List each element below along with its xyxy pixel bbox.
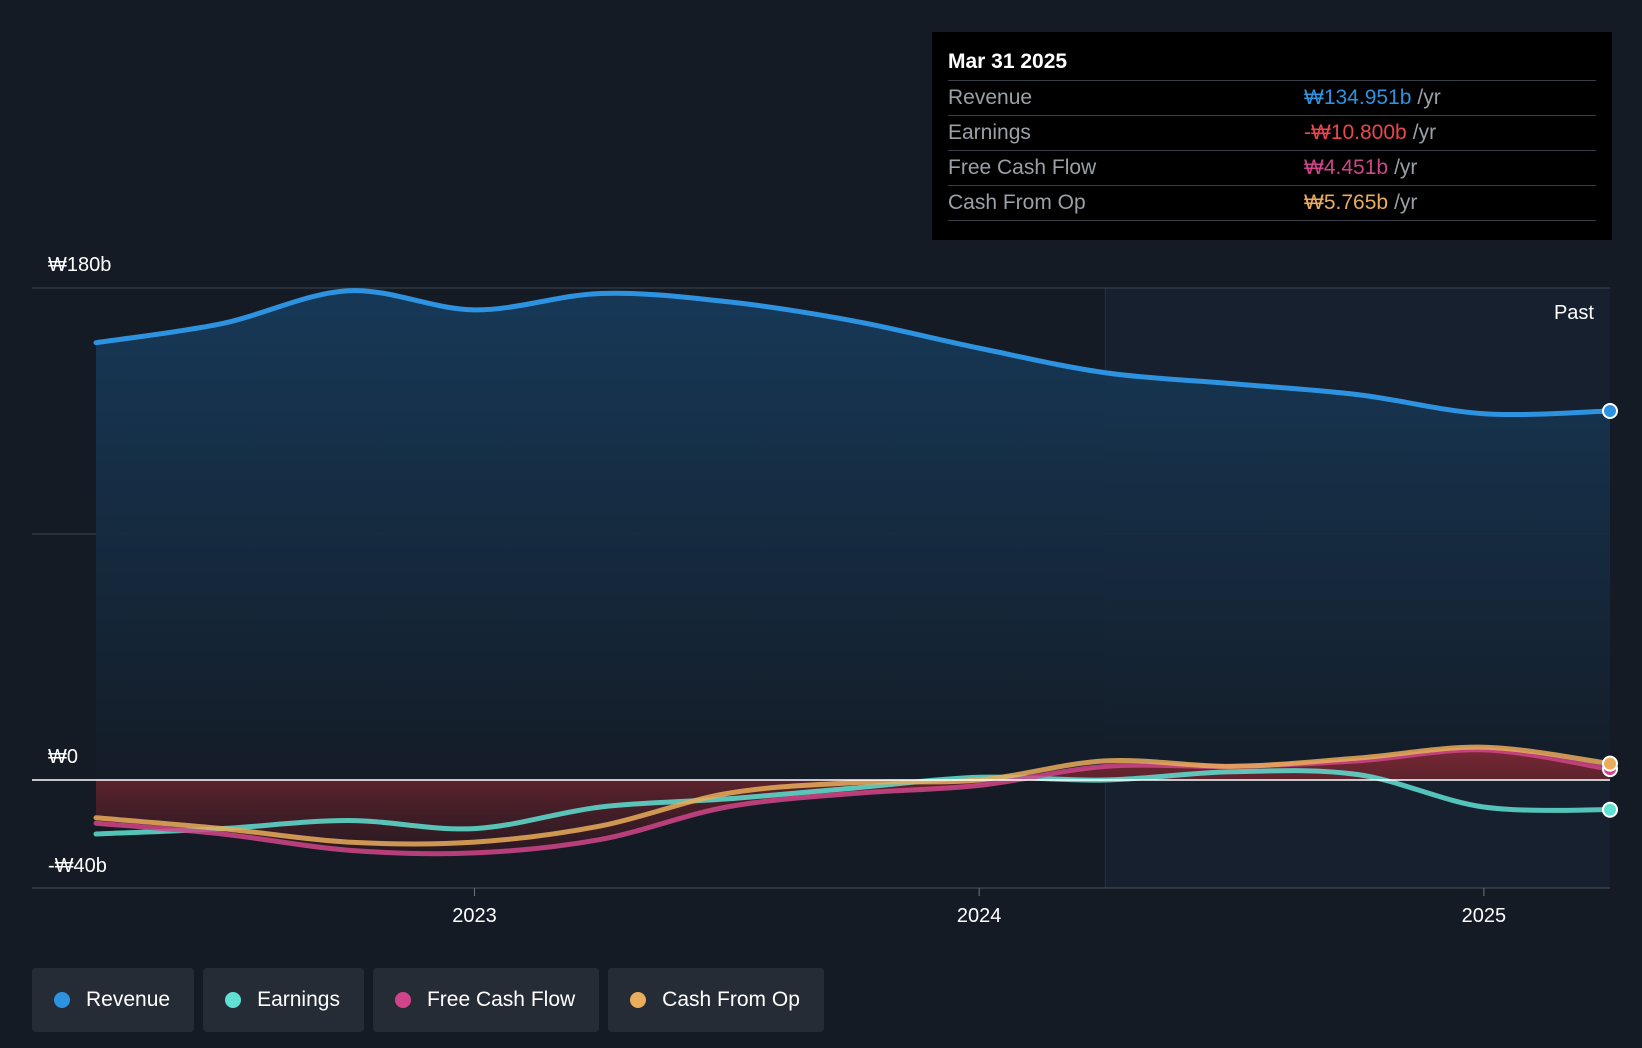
end-point-revenue [1602, 403, 1618, 419]
tooltip-value: ₩5.765b [1304, 191, 1389, 214]
legend-item-free-cash-flow[interactable]: Free Cash Flow [372, 968, 600, 1032]
tooltip-row-revenue: Revenue ₩134.951b /yr [948, 80, 1596, 115]
tooltip-date: Mar 31 2025 [948, 50, 1068, 73]
tooltip-label: Free Cash Flow [948, 156, 1097, 179]
tooltip-unit: /yr [1394, 191, 1418, 214]
axes: ₩180b ₩0 -₩40b 2023 2024 2025 [32, 254, 1610, 927]
end-point-cash-from-op [1602, 755, 1618, 772]
legend-label: Revenue [86, 988, 171, 1011]
tooltip-label: Earnings [948, 121, 1031, 144]
tooltip-unit: /yr [1417, 86, 1441, 109]
end-point-earnings [1602, 801, 1618, 818]
series-lines [93, 288, 1613, 857]
tooltip-row-free-cash-flow: Free Cash Flow ₩4.451b /yr [948, 150, 1596, 185]
revenue-area [96, 290, 1610, 780]
chart-legend: Revenue Earnings Free Cash Flow Cash Fro… [32, 968, 824, 1032]
tooltip-panel: Mar 31 2025 Revenue ₩134.951b /yr Earnin… [932, 32, 1612, 240]
legend-dot-icon [54, 992, 70, 1008]
tooltip-unit: /yr [1394, 156, 1418, 179]
x-tick-label: 2023 [452, 905, 497, 927]
tooltip-label: Cash From Op [948, 191, 1086, 214]
tooltip-value: ₩4.451b [1304, 156, 1389, 179]
past-label: Past [1554, 302, 1594, 324]
series-line-free-cash-flow [93, 747, 1613, 857]
x-tick-label: 2025 [1462, 905, 1507, 927]
legend-item-revenue[interactable]: Revenue [32, 968, 195, 1032]
legend-label: Free Cash Flow [426, 988, 576, 1011]
y-tick-label: -₩40b [48, 855, 107, 877]
series-line-cash-from-op [93, 744, 1613, 847]
y-tick-label: ₩0 [48, 746, 78, 768]
legend-dot-icon [225, 992, 242, 1008]
series-line-earnings [93, 768, 1613, 837]
tooltip-row-cash-from-op: Cash From Op ₩5.765b /yr [948, 185, 1596, 221]
tooltip-value: -₩10.800b [1304, 121, 1407, 144]
end-markers [1602, 403, 1618, 818]
legend-item-earnings[interactable]: Earnings [203, 968, 364, 1032]
y-tick-label: ₩180b [48, 254, 111, 276]
legend-label: Earnings [257, 988, 340, 1011]
tooltip-row-earnings: Earnings -₩10.800b /yr [948, 115, 1596, 150]
tooltip-label: Revenue [948, 86, 1033, 109]
series-line-revenue [93, 288, 1613, 418]
tooltip-value: ₩134.951b [1304, 86, 1412, 109]
legend-dot-icon [394, 992, 411, 1008]
legend-item-cash-from-op[interactable]: Cash From Op [608, 968, 824, 1032]
x-tick-label: 2024 [957, 905, 1002, 927]
legend-label: Cash From Op [662, 988, 800, 1011]
legend-dot-icon [630, 992, 647, 1008]
tooltip-unit: /yr [1412, 121, 1437, 144]
